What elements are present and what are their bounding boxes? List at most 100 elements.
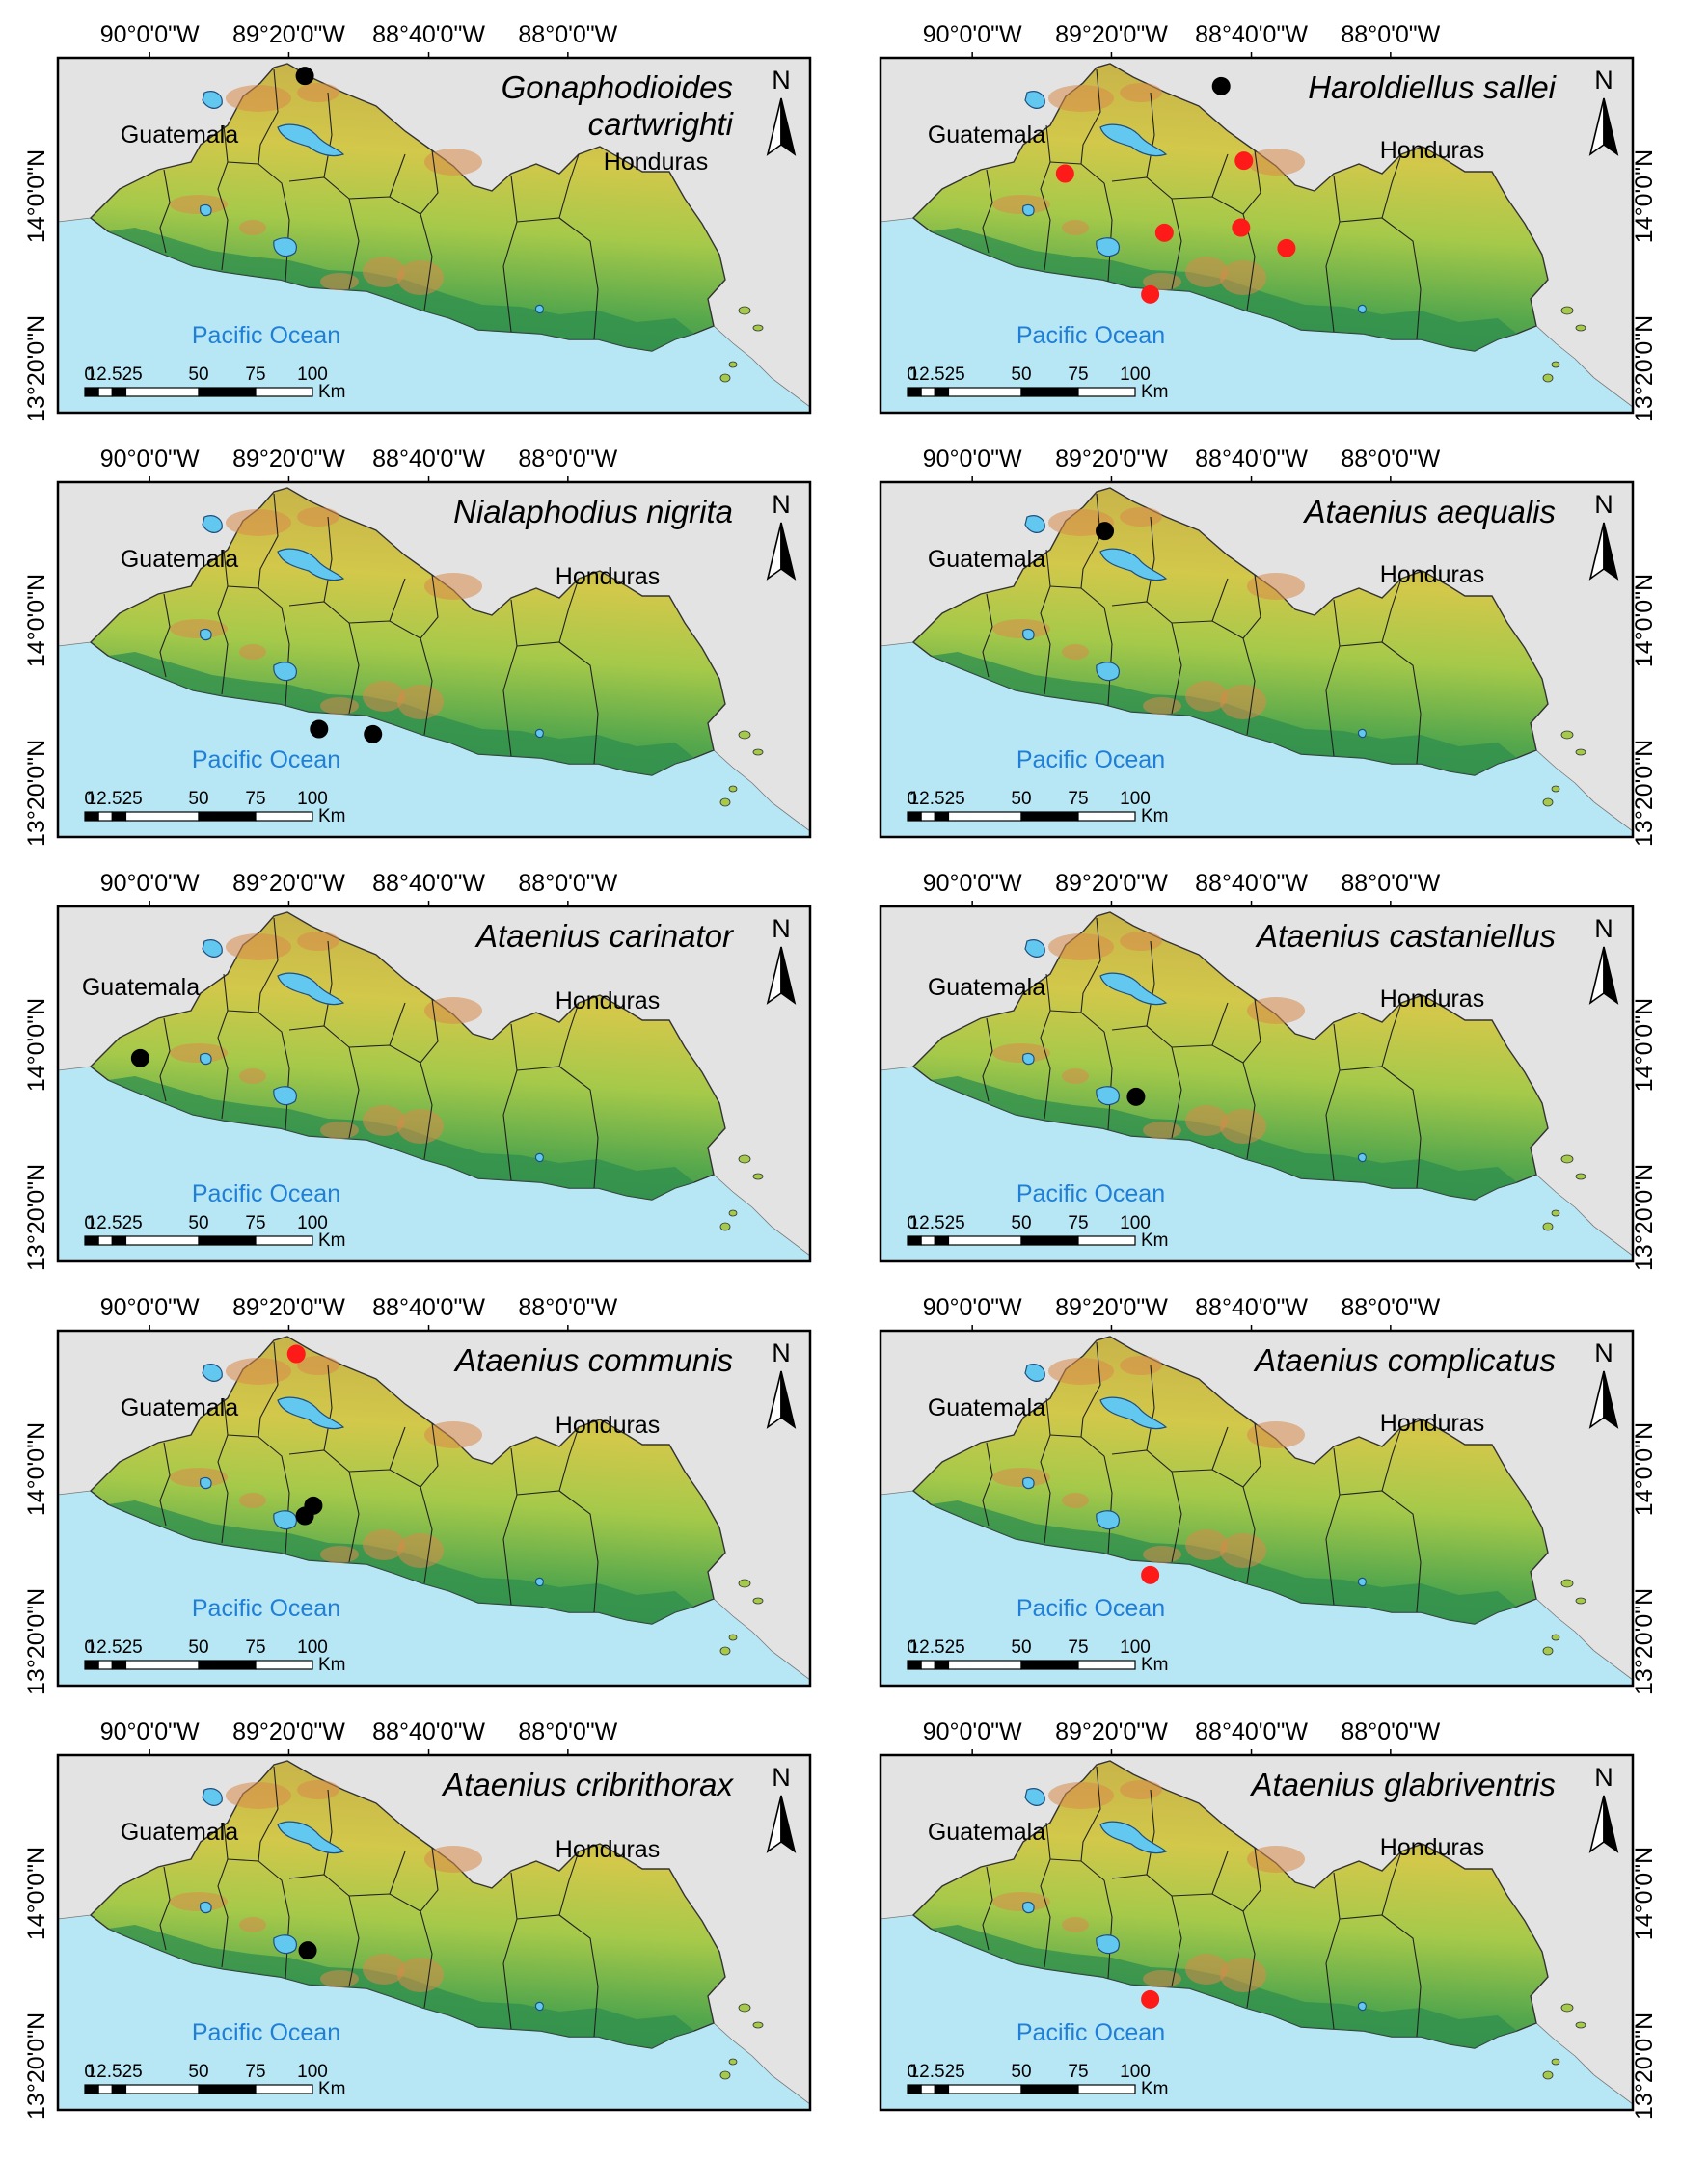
coastal-lowland (108, 228, 694, 351)
highland-relief (1048, 85, 1114, 112)
department-boundary (1242, 149, 1261, 215)
highland-relief (320, 1970, 359, 1987)
department-boundary (516, 1914, 599, 2038)
record-point-red (1234, 151, 1254, 171)
highland-relief (1220, 1533, 1266, 1568)
gulf-island (1551, 2058, 1560, 2066)
ocean-label-pacific: Pacific Ocean (1017, 1595, 1165, 1622)
highland-relief (239, 644, 266, 660)
longitude-tick-label: 89°20'0"W (1055, 870, 1168, 897)
north-arrow-icon: N (1588, 1763, 1619, 1853)
record-point-black (1211, 76, 1231, 95)
latitude-tick-label: 14°0'0"N (1631, 1422, 1658, 1516)
scale-tick-label: 100 (1120, 789, 1151, 809)
species-name: Haroldiellus sallei (1308, 69, 1557, 105)
record-point-black (295, 67, 314, 86)
longitude-tick-label: 90°0'0"W (100, 21, 200, 48)
country-label-honduras: Honduras (556, 1412, 660, 1439)
latitude-tick-label: 14°0'0"N (1631, 998, 1658, 1092)
longitude-tick-label: 88°40'0"W (1195, 1294, 1308, 1321)
coastal-lowland (108, 652, 694, 775)
highland-relief (297, 932, 339, 951)
scale-tick-label: 75 (245, 2062, 265, 2082)
highland-relief (363, 1954, 405, 1985)
highland-relief (1120, 83, 1162, 102)
latitude-tick-label: 14°0'0"N (23, 998, 50, 1092)
latitude-tick-label: 13°20'0"N (1631, 2013, 1658, 2120)
scale-tick-label: 12.525 (87, 789, 143, 809)
department-boundary (558, 578, 580, 643)
north-label: N (1594, 66, 1613, 95)
lake (202, 1364, 223, 1382)
north-label: N (1594, 1763, 1613, 1792)
longitude-tick-label: 88°40'0"W (372, 446, 485, 473)
highland-relief (320, 1122, 359, 1139)
longitude-tick-label: 89°20'0"W (1055, 446, 1168, 473)
longitude-tick-label: 89°20'0"W (1055, 1718, 1168, 1745)
lake (200, 628, 212, 641)
department-boundary (1080, 1341, 1101, 1438)
department-boundary (159, 1017, 171, 1102)
north-arrow-icon: N (766, 490, 797, 581)
highland-relief (1220, 1109, 1266, 1144)
scale-tick-label: 75 (245, 1637, 265, 1658)
map-frame (56, 56, 812, 415)
lake (1024, 91, 1045, 109)
longitude-tick-label: 88°0'0"W (518, 446, 617, 473)
highland-relief (226, 85, 291, 112)
country-label-honduras: Honduras (1380, 561, 1484, 588)
gulf-island (1551, 361, 1560, 368)
scale-tick-label: 0 (907, 2062, 917, 2082)
department-boundary (389, 1426, 406, 1471)
longitude-tick-label: 88°0'0"W (1341, 870, 1440, 897)
lake (277, 1821, 345, 1854)
department-boundary (323, 92, 333, 178)
ocean-label-pacific: Pacific Ocean (192, 1180, 340, 1207)
record-point-black (1096, 522, 1115, 541)
lake (1096, 237, 1120, 257)
department-boundary (1325, 1872, 1341, 2030)
lake (1022, 1052, 1035, 1066)
latitude-tick-label: 14°0'0"N (23, 1422, 50, 1516)
highland-relief (320, 273, 359, 290)
department-boundary (217, 1822, 229, 1968)
scale-tick-label: 75 (1068, 1213, 1088, 1233)
highland-relief (1143, 1546, 1181, 1563)
scale-tick-label: 0 (84, 789, 95, 809)
lake (277, 1396, 345, 1430)
record-point-red (1277, 238, 1296, 257)
highland-relief (992, 1043, 1050, 1063)
coastal-lowland (931, 228, 1517, 351)
highland-relief (1185, 1954, 1228, 1985)
lake (1357, 304, 1367, 314)
ocean-label-pacific: Pacific Ocean (1017, 322, 1165, 349)
department-boundary (1381, 578, 1402, 643)
longitude-tick-label: 89°20'0"W (1055, 21, 1168, 48)
highland-relief (320, 697, 359, 715)
country-label-guatemala: Guatemala (121, 1819, 238, 1846)
highland-relief (1247, 1421, 1305, 1448)
map-frame (879, 1329, 1635, 1688)
highland-relief (170, 195, 228, 214)
highland-relief (1120, 932, 1162, 951)
lake (1096, 1086, 1120, 1106)
north-arrow-icon: N (766, 1338, 797, 1429)
highland-relief (297, 507, 339, 527)
department-boundary (258, 1341, 279, 1438)
species-name: Ataenius cribrithorax (441, 1767, 734, 1802)
department-boundary (1325, 1447, 1341, 1606)
lake (202, 515, 223, 533)
map-frame (879, 480, 1635, 839)
scale-tick-label: 100 (297, 789, 328, 809)
highland-relief (239, 1493, 266, 1508)
gulf-island (752, 324, 764, 332)
gulf-island (1560, 1579, 1574, 1588)
lake (200, 203, 212, 217)
department-boundary (982, 169, 993, 254)
scale-tick-label: 12.525 (87, 365, 143, 385)
north-label: N (1594, 490, 1613, 519)
department-boundary (1325, 175, 1341, 333)
country-label-guatemala: Guatemala (928, 1394, 1045, 1421)
highland-relief (424, 1846, 482, 1873)
